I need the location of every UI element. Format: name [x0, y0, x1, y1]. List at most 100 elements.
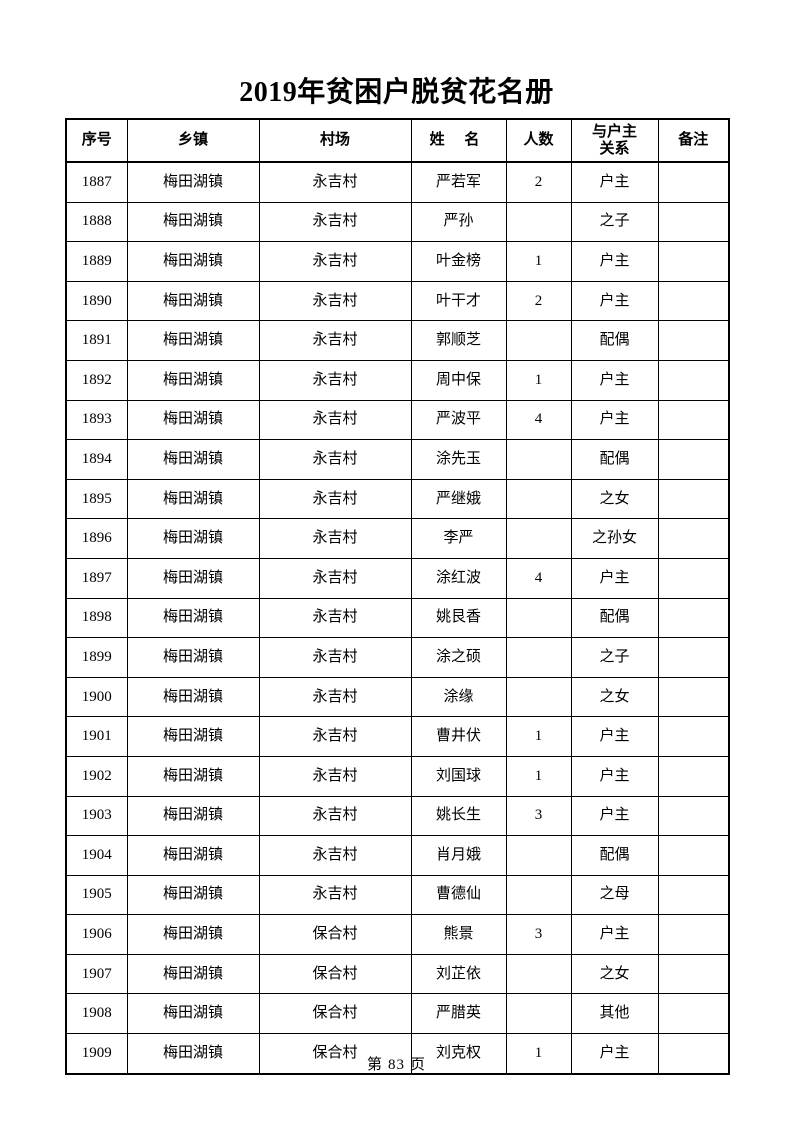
- cell-township: 梅田湖镇: [126, 241, 260, 282]
- cell-township: 梅田湖镇: [126, 161, 260, 203]
- cell-remark: [657, 280, 730, 322]
- cell-sequence: 1892: [65, 359, 128, 401]
- cell-sequence: 1906: [65, 914, 128, 955]
- cell-remark: [657, 1033, 730, 1075]
- cell-name: 姚长生: [410, 795, 507, 837]
- cell-name: 严腊英: [410, 993, 507, 1035]
- cell-township: 梅田湖镇: [126, 795, 260, 837]
- cell-sequence: 1895: [65, 478, 128, 520]
- column-header-remark: 备注: [657, 118, 730, 163]
- cell-relation-to-head: 配偶: [570, 320, 659, 361]
- cell-name: 李严: [410, 518, 507, 559]
- cell-relation-to-head: 户主: [570, 241, 659, 282]
- cell-village: 保合村: [258, 914, 412, 955]
- cell-township: 梅田湖镇: [126, 518, 260, 559]
- cell-household-size: [505, 201, 572, 243]
- cell-household-size: [505, 518, 572, 559]
- cell-household-size: 4: [505, 399, 572, 441]
- table-row: 1891 梅田湖镇 永吉村 郭顺芝 配偶: [65, 320, 730, 361]
- table-row: 1901 梅田湖镇 永吉村 曹井伏 1 户主: [65, 716, 730, 757]
- table-row: 1896 梅田湖镇 永吉村 李严 之孙女: [65, 518, 730, 559]
- cell-township: 梅田湖镇: [126, 320, 260, 361]
- table-row: 1903 梅田湖镇 永吉村 姚长生 3 户主: [65, 795, 730, 837]
- cell-relation-to-head: 之女: [570, 478, 659, 520]
- cell-sequence: 1904: [65, 835, 128, 876]
- table-row: 1893 梅田湖镇 永吉村 严波平 4 户主: [65, 399, 730, 441]
- cell-township: 梅田湖镇: [126, 201, 260, 243]
- cell-relation-to-head: 之子: [570, 637, 659, 678]
- cell-remark: [657, 874, 730, 916]
- table-row: 1892 梅田湖镇 永吉村 周中保 1 户主: [65, 359, 730, 401]
- cell-sequence: 1900: [65, 676, 128, 718]
- cell-village: 永吉村: [258, 399, 412, 441]
- cell-village: 永吉村: [258, 161, 412, 203]
- cell-name: 郭顺芝: [410, 320, 507, 361]
- cell-sequence: 1890: [65, 280, 128, 322]
- cell-sequence: 1902: [65, 755, 128, 797]
- cell-township: 梅田湖镇: [126, 993, 260, 1035]
- cell-sequence: 1894: [65, 439, 128, 480]
- cell-household-size: 1: [505, 716, 572, 757]
- table-row: 1894 梅田湖镇 永吉村 涂先玉 配偶: [65, 439, 730, 480]
- cell-sequence: 1901: [65, 716, 128, 757]
- cell-remark: [657, 637, 730, 678]
- cell-household-size: 2: [505, 280, 572, 322]
- cell-sequence: 1898: [65, 597, 128, 639]
- cell-relation-to-head: 之母: [570, 874, 659, 916]
- cell-name: 严若军: [410, 161, 507, 203]
- cell-remark: [657, 755, 730, 797]
- table-row: 1887 梅田湖镇 永吉村 严若军 2 户主: [65, 161, 730, 203]
- cell-sequence: 1896: [65, 518, 128, 559]
- cell-relation-to-head: 其他: [570, 993, 659, 1035]
- cell-household-size: [505, 320, 572, 361]
- cell-township: 梅田湖镇: [126, 399, 260, 441]
- column-header-relation-line1: 与户主: [591, 123, 637, 140]
- cell-name: 涂红波: [410, 557, 507, 599]
- cell-household-size: [505, 439, 572, 480]
- table-row: 1895 梅田湖镇 永吉村 严继娥 之女: [65, 478, 730, 520]
- table-row: 1899 梅田湖镇 永吉村 涂之硕 之子: [65, 637, 730, 678]
- cell-relation-to-head: 户主: [570, 755, 659, 797]
- cell-remark: [657, 993, 730, 1035]
- cell-village: 永吉村: [258, 439, 412, 480]
- cell-township: 梅田湖镇: [126, 478, 260, 520]
- cell-relation-to-head: 户主: [570, 1033, 659, 1075]
- cell-sequence: 1891: [65, 320, 128, 361]
- cell-relation-to-head: 之女: [570, 953, 659, 995]
- table-row: 1907 梅田湖镇 保合村 刘芷依 之女: [65, 953, 730, 995]
- cell-village: 永吉村: [258, 597, 412, 639]
- cell-name: 刘克权: [410, 1033, 507, 1075]
- cell-name: 周中保: [410, 359, 507, 401]
- cell-sequence: 1903: [65, 795, 128, 837]
- cell-village: 永吉村: [258, 557, 412, 599]
- cell-sequence: 1899: [65, 637, 128, 678]
- table-header-row: 序号 乡镇 村场 姓 名 人数 与户主 关系 备注: [65, 118, 730, 163]
- cell-village: 保合村: [258, 993, 412, 1035]
- cell-village: 永吉村: [258, 478, 412, 520]
- table-row: 1904 梅田湖镇 永吉村 肖月娥 配偶: [65, 835, 730, 876]
- cell-remark: [657, 597, 730, 639]
- cell-remark: [657, 201, 730, 243]
- cell-remark: [657, 676, 730, 718]
- cell-relation-to-head: 户主: [570, 914, 659, 955]
- cell-relation-to-head: 户主: [570, 280, 659, 322]
- cell-village: 永吉村: [258, 359, 412, 401]
- cell-village: 永吉村: [258, 755, 412, 797]
- table-row: 1905 梅田湖镇 永吉村 曹德仙 之母: [65, 874, 730, 916]
- cell-name: 叶干才: [410, 280, 507, 322]
- cell-name: 刘芷依: [410, 953, 507, 995]
- cell-remark: [657, 478, 730, 520]
- cell-name: 曹德仙: [410, 874, 507, 916]
- cell-name: 涂缘: [410, 676, 507, 718]
- cell-relation-to-head: 户主: [570, 795, 659, 837]
- cell-relation-to-head: 配偶: [570, 439, 659, 480]
- cell-township: 梅田湖镇: [126, 914, 260, 955]
- cell-sequence: 1888: [65, 201, 128, 243]
- cell-name: 涂之硕: [410, 637, 507, 678]
- cell-name: 肖月娥: [410, 835, 507, 876]
- cell-township: 梅田湖镇: [126, 953, 260, 995]
- page-footer-suffix: 页: [410, 1057, 427, 1073]
- cell-household-size: [505, 993, 572, 1035]
- cell-sequence: 1905: [65, 874, 128, 916]
- table-row: 1908 梅田湖镇 保合村 严腊英 其他: [65, 993, 730, 1035]
